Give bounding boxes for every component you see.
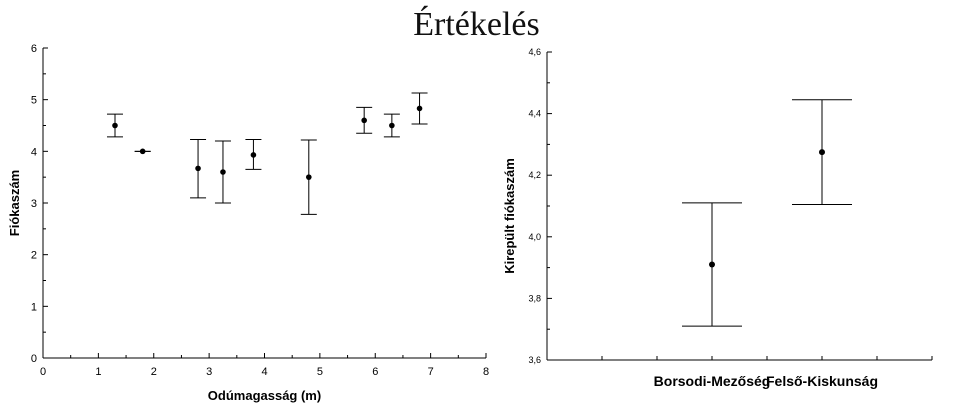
left-x-tick-label: 1 (95, 366, 101, 378)
left-data-point (389, 122, 395, 129)
left-x-tick-label: 3 (206, 366, 212, 378)
left-x-tick-label: 4 (261, 366, 267, 378)
left-data-point (250, 152, 257, 158)
right-y-tick-label: 4,0 (528, 232, 541, 242)
right-y-tick-label: 4,6 (528, 47, 541, 57)
left-y-tick-label: 0 (31, 353, 37, 365)
right-y-tick-label: 3,8 (528, 293, 541, 303)
left-x-tick-label: 7 (428, 366, 434, 378)
left-x-tick-label: 8 (483, 366, 489, 378)
right-data-point (819, 149, 825, 156)
left-y-tick-label: 1 (31, 301, 37, 313)
left-y-tick-label: 6 (31, 43, 37, 55)
left-data-point (112, 122, 118, 129)
right-y-tick-label: 3,6 (528, 355, 541, 365)
left-data-point (195, 165, 201, 172)
left-y-tick-label: 3 (31, 198, 37, 210)
left-x-tick-label: 5 (317, 366, 323, 378)
left-data-point (361, 117, 367, 124)
right-y-axis-label: Kirepült fiókaszám (502, 158, 517, 274)
left-data-point (416, 105, 423, 112)
left-x-tick-label: 2 (151, 366, 157, 378)
left-y-tick-label: 4 (31, 146, 37, 158)
left-x-axis-label: Odúmagasság (m) (208, 388, 321, 403)
left-y-tick-label: 2 (31, 250, 37, 262)
left-data-point (306, 174, 312, 180)
left-data-point (139, 148, 146, 155)
left-y-tick-label: 5 (31, 95, 37, 107)
left-data-point (220, 169, 226, 175)
page-title: Értékelés (413, 6, 540, 43)
left-x-tick-label: 0 (40, 366, 46, 378)
right-category-label: Borsodi-Mezőség (654, 373, 771, 389)
right-data-point (709, 261, 715, 268)
right-category-label: Felső-Kiskunság (766, 373, 878, 389)
left-y-axis-label: Fiókaszám (7, 170, 22, 236)
right-y-tick-label: 4,4 (528, 109, 541, 119)
left-x-tick-label: 6 (372, 366, 378, 378)
right-y-tick-label: 4,2 (528, 170, 541, 180)
